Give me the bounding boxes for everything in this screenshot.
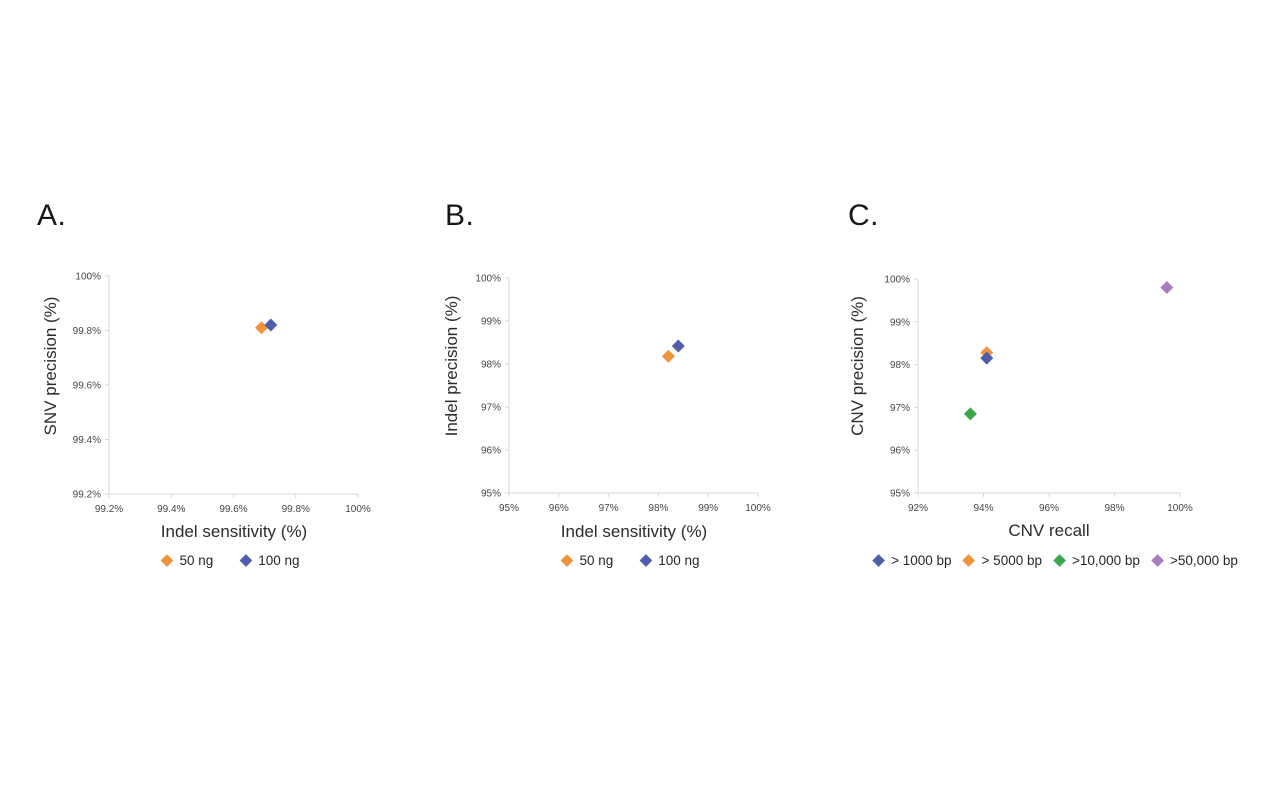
legend-label: >50,000 bp: [1169, 553, 1238, 568]
x-tick-label: 100%: [1167, 503, 1193, 514]
chart-panel-a: 99.2% 99.4% 99.6% 99.8% 100% 99.2% 99.4% 99.6% 9…: [73, 272, 371, 516]
legend-a: 50 ng 100 ng: [160, 553, 300, 568]
data-point-1000-bp: [980, 351, 994, 365]
y-tick-label: 99.2%: [73, 490, 101, 501]
legend-item-10-000-bp: >10,000 bp: [1053, 553, 1140, 568]
legend-c: > 1000 bp > 5000 bp >10,000 bp >50,000 bp: [872, 553, 1238, 568]
diamond-marker-icon: [1151, 554, 1164, 567]
legend-label: 100 ng: [258, 553, 300, 568]
legend-item-5000-bp: > 5000 bp: [962, 553, 1042, 568]
y-tick-label: 98%: [890, 360, 910, 371]
panel-label-c: C.: [848, 199, 879, 232]
y-tick-label: 100%: [75, 272, 101, 283]
legend-label: 100 ng: [658, 553, 700, 568]
legend-label: 50 ng: [179, 553, 214, 568]
x-tick-label: 100%: [745, 503, 771, 514]
chart-panel-c: 95% 96% 97% 98% 99% 100% 92% 94% 96% 98% 100%: [884, 275, 1192, 515]
data-point-50-ng: [661, 349, 675, 363]
legend-item-50-ng: 50 ng: [560, 553, 614, 568]
x-tick-label: 96%: [1039, 503, 1059, 514]
legend-item-100-ng: 100 ng: [239, 553, 300, 568]
panel-label-b: B.: [445, 199, 475, 232]
x-axis-title-cnv-recall: CNV recall: [1008, 521, 1090, 540]
x-tick-label: 99.4%: [157, 504, 185, 515]
legend-item-100-ng: 100 ng: [639, 553, 700, 568]
legend-label: > 5000 bp: [981, 553, 1042, 568]
x-tick-label: 99.8%: [282, 504, 310, 515]
diamond-marker-icon: [160, 554, 174, 567]
y-tick-label: 99.6%: [73, 381, 101, 392]
data-point-100-ng: [671, 339, 685, 353]
legend-label: > 1000 bp: [891, 553, 952, 568]
x-tick-label: 98%: [648, 503, 668, 514]
y-tick-label: 95%: [890, 489, 910, 500]
y-tick-label: 95%: [481, 489, 501, 500]
x-tick-label: 95%: [499, 503, 519, 514]
y-tick-label: 100%: [475, 274, 501, 285]
axis-lines: [508, 278, 758, 494]
diamond-marker-icon: [560, 554, 574, 567]
axis-lines: [917, 279, 1180, 494]
diamond-marker-icon: [1053, 554, 1066, 567]
x-tick-label: 92%: [908, 503, 928, 514]
x-tick-label: 99.6%: [219, 504, 247, 515]
y-tick-label: 99%: [481, 317, 501, 328]
data-point-50-ng: [255, 321, 269, 335]
diamond-marker-icon: [872, 554, 885, 567]
data-point-10-000-bp: [963, 407, 977, 421]
y-tick-label: 98%: [481, 360, 501, 371]
diamond-marker-icon: [639, 554, 653, 567]
x-axis-title-indel-sensitivity-b: Indel sensitivity (%): [560, 522, 708, 541]
legend-item-50-ng: 50 ng: [160, 553, 214, 568]
y-tick-label: 97%: [481, 403, 501, 414]
data-point-50-000-bp: [1160, 281, 1174, 295]
axis-lines: [108, 276, 358, 495]
legend-item-1000-bp: > 1000 bp: [872, 553, 952, 568]
y-tick-label: 99%: [890, 317, 910, 328]
y-tick-label: 100%: [884, 275, 910, 286]
diamond-marker-icon: [962, 554, 976, 567]
y-axis-title-indel-precision: Indel precision (%): [442, 295, 461, 437]
x-tick-label: 100%: [345, 504, 371, 515]
x-tick-label: 97%: [599, 503, 619, 514]
chart-panel-b: 95% 96% 97% 98% 99% 100% 95% 96% 97% 98% 99% 100%: [475, 274, 770, 515]
data-point-100-ng: [264, 318, 278, 332]
diamond-marker-icon: [239, 554, 253, 567]
y-tick-label: 99.8%: [73, 326, 101, 337]
x-tick-label: 99.2%: [95, 504, 123, 515]
y-tick-label: 99.4%: [73, 435, 101, 446]
y-axis-title-cnv-precision: CNV precision (%): [848, 296, 867, 436]
x-axis-title-indel-sensitivity-a: Indel sensitivity (%): [160, 522, 308, 541]
y-tick-label: 96%: [481, 446, 501, 457]
x-tick-label: 94%: [973, 503, 993, 514]
x-tick-label: 96%: [549, 503, 569, 514]
legend-label: >10,000 bp: [1071, 553, 1140, 568]
legend-b: 50 ng 100 ng: [560, 553, 700, 568]
y-tick-label: 96%: [890, 446, 910, 457]
y-tick-label: 97%: [890, 403, 910, 414]
legend-label: 50 ng: [579, 553, 614, 568]
x-tick-label: 99%: [698, 503, 718, 514]
legend-item-50-000-bp: >50,000 bp: [1151, 553, 1238, 568]
y-axis-title-snv-precision: SNV precision (%): [41, 296, 60, 436]
panel-label-a: A.: [37, 199, 67, 232]
x-tick-label: 98%: [1104, 503, 1124, 514]
